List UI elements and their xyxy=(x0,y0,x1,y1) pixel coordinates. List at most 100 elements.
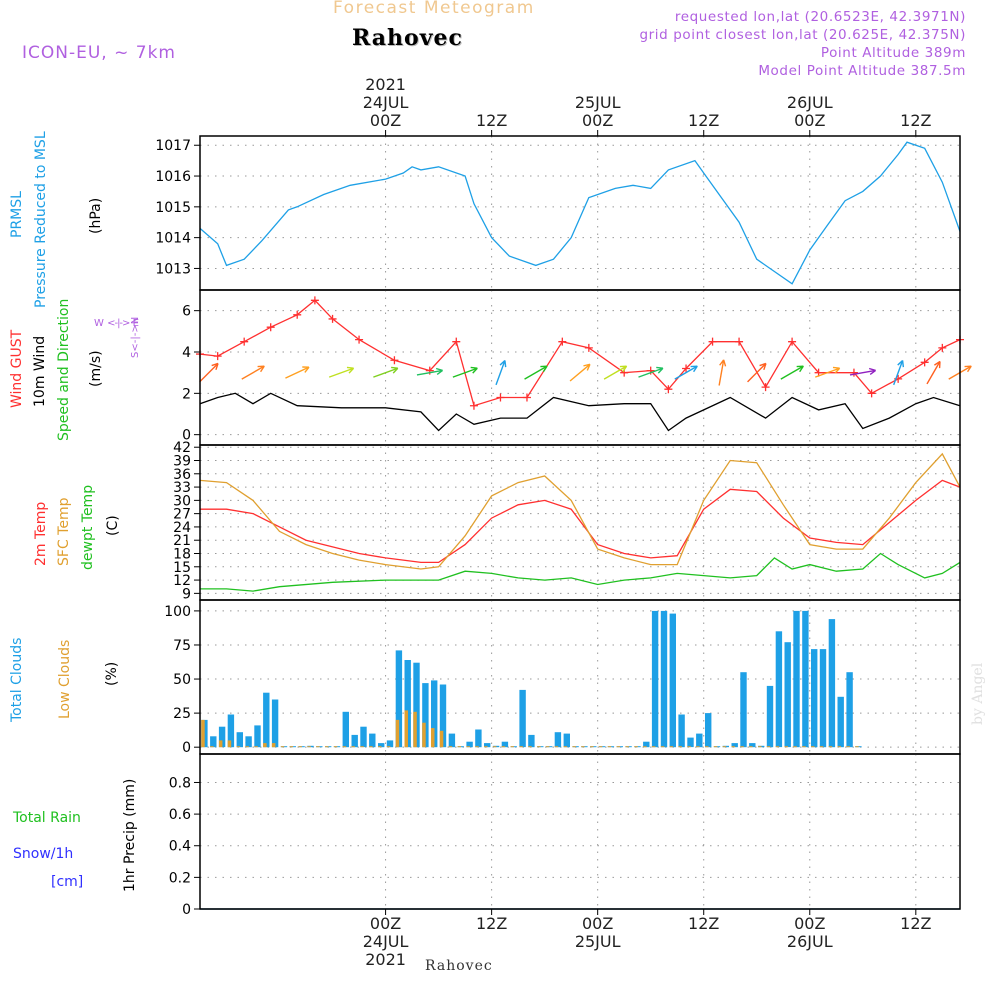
y-tick-label: 15 xyxy=(173,560,191,576)
y-tick-label: 1014 xyxy=(155,231,191,247)
low-cloud-bar xyxy=(625,746,629,748)
wind-arrow-head xyxy=(257,365,265,373)
y-tick-label: 39 xyxy=(173,454,191,470)
gust-point xyxy=(682,364,691,373)
low-cloud-bar xyxy=(669,746,674,748)
low-cloud-bar xyxy=(837,746,841,748)
gust-point xyxy=(735,337,744,346)
wind-arrow-head xyxy=(934,360,941,369)
bottom-time-label: 26JUL xyxy=(787,932,833,951)
total-cloud-bar xyxy=(828,619,836,748)
low-cloud-bar xyxy=(492,746,497,748)
series-10m-wind xyxy=(199,392,961,432)
low-cloud-bar xyxy=(457,746,461,748)
wind-arrow-head xyxy=(690,365,698,373)
panel-frame xyxy=(199,135,961,291)
wind-arrow-head xyxy=(719,359,727,367)
top-time-label: 24JUL xyxy=(363,93,409,112)
total-cloud-bar xyxy=(643,741,650,748)
total-cloud-bar xyxy=(404,660,411,748)
low-cloud-bar xyxy=(236,746,241,748)
wind-arrow-head xyxy=(211,362,219,371)
bottom-time-label: 25JUL xyxy=(575,932,621,951)
low-cloud-bar xyxy=(651,746,656,748)
gust-point xyxy=(788,337,797,346)
low-cloud-bar xyxy=(740,746,744,748)
total-cloud-bar xyxy=(484,743,491,748)
low-cloud-bar xyxy=(245,746,249,748)
low-cloud-bar xyxy=(271,743,276,748)
low-cloud-bar xyxy=(775,746,780,748)
wind-arrow-head xyxy=(656,366,664,374)
total-cloud-bar xyxy=(422,683,429,748)
y-tick-label: 1017 xyxy=(155,138,191,154)
series-sfc-temp xyxy=(199,452,961,570)
y-tick-label: 1015 xyxy=(155,200,191,216)
low-cloud-bar xyxy=(316,746,320,748)
total-cloud-bar xyxy=(369,733,376,748)
total-cloud-bar xyxy=(766,685,774,748)
low-cloud-bar xyxy=(395,719,400,748)
y-tick-label: 21 xyxy=(173,533,191,549)
total-cloud-bar xyxy=(660,610,668,748)
gust-point xyxy=(469,401,478,410)
wind-arrow-head xyxy=(868,367,877,375)
low-cloud-bar xyxy=(439,730,444,748)
gust-point xyxy=(664,385,673,394)
low-cloud-bar xyxy=(351,746,355,748)
low-cloud-bar xyxy=(510,746,514,748)
low-cloud-bar xyxy=(475,746,479,748)
product-title: Forecast Meteogram xyxy=(333,0,535,18)
top-time-label: 12Z xyxy=(688,111,719,130)
total-cloud-bar xyxy=(563,733,570,748)
gust-point xyxy=(266,323,275,332)
y-tick-label: 27 xyxy=(173,507,191,523)
low-cloud-bar xyxy=(378,746,382,748)
low-cloud-bar xyxy=(210,746,214,748)
low-cloud-bar xyxy=(802,746,806,748)
y-tick-label: 0.6 xyxy=(169,807,191,823)
bottom-time-label: 00Z xyxy=(370,914,401,933)
total-cloud-bar xyxy=(837,696,844,748)
total-cloud-bar xyxy=(740,672,747,748)
low-cloud-bar xyxy=(572,746,576,748)
total-cloud-bar xyxy=(413,662,420,748)
gust-point xyxy=(240,337,249,346)
low-cloud-bar xyxy=(484,746,488,748)
total-cloud-bar xyxy=(263,692,270,748)
wind-arrow xyxy=(285,366,310,379)
total-cloud-bar xyxy=(236,732,243,748)
gust-point xyxy=(293,310,302,319)
gust-point xyxy=(708,337,717,346)
top-time-label: 12Z xyxy=(476,111,507,130)
low-cloud-bar xyxy=(660,746,665,748)
low-cloud-bar xyxy=(705,746,709,748)
low-cloud-bar xyxy=(422,722,426,748)
y-tick-label: 6 xyxy=(182,304,191,320)
bottom-time-label: 00Z xyxy=(794,914,825,933)
total-cloud-bar xyxy=(395,650,403,748)
top-time-label: 25JUL xyxy=(575,93,621,112)
low-cloud-bar xyxy=(342,746,347,748)
y-tick-label: 0.8 xyxy=(169,775,191,791)
wind-arrow-head xyxy=(619,365,628,373)
wind-arrow xyxy=(718,359,725,386)
wind-arrow xyxy=(603,365,627,380)
series-2m-temp xyxy=(200,479,961,564)
total-cloud-bar xyxy=(793,610,800,748)
series-dewpt-temp xyxy=(200,552,961,592)
bottom-time-label: 00Z xyxy=(582,914,613,933)
y-tick-label: 2 xyxy=(182,386,191,402)
low-cloud-bar xyxy=(280,746,285,748)
bottom-time-label: 12Z xyxy=(476,914,507,933)
wind-arrow xyxy=(452,367,478,378)
total-cloud-bar xyxy=(846,672,853,748)
low-cloud-bar xyxy=(501,746,506,748)
low-cloud-bar xyxy=(687,746,691,748)
precip-label-snow: Snow/1h xyxy=(13,846,74,862)
total-cloud-bar xyxy=(475,729,482,748)
total-cloud-bar xyxy=(342,711,349,748)
low-cloud-bar xyxy=(784,746,788,748)
